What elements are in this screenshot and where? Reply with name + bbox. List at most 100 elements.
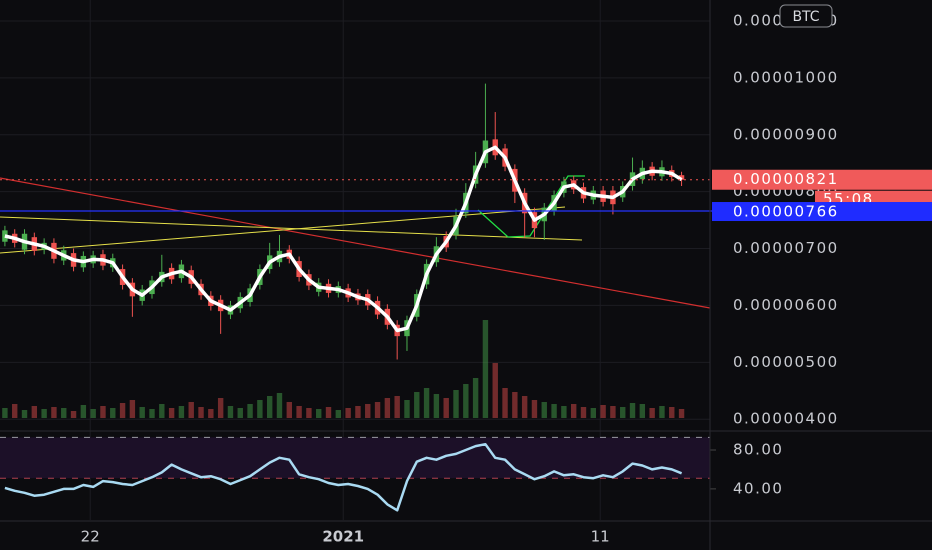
volume-bar: [227, 406, 234, 418]
volume-bar: [414, 392, 420, 418]
last-price-label: 0.00000821: [733, 170, 839, 188]
volume-bar: [70, 411, 77, 418]
volume-bar: [21, 410, 28, 418]
y-tick-label: 0.00000500: [733, 353, 839, 371]
volume-bar: [355, 406, 361, 418]
volume-bar: [168, 408, 175, 418]
volume-bar: [482, 320, 489, 418]
y-tick-label: 0.00001000: [733, 68, 839, 86]
volume-bar: [129, 400, 136, 418]
volume-bar: [472, 378, 479, 418]
volume-bar: [590, 408, 596, 418]
volume-bar: [404, 400, 410, 418]
volume-bar: [521, 396, 528, 418]
volume-bar: [335, 410, 342, 418]
volume-bar: [374, 402, 381, 418]
volume-bar: [659, 406, 665, 418]
alert-box: [712, 202, 932, 222]
volume-bar: [433, 394, 440, 418]
volume-bar: [600, 405, 606, 418]
volume-bar: [41, 409, 47, 418]
candles: [2, 83, 685, 360]
volume-bar: [423, 388, 430, 418]
volume-bar: [629, 403, 636, 418]
volume-bar: [139, 407, 145, 418]
volume-bar: [492, 363, 498, 418]
symbol-label[interactable]: BTC: [792, 9, 819, 25]
volume-bar: [31, 406, 38, 418]
volume-bar: [188, 402, 194, 418]
volume-bar: [159, 404, 165, 418]
symbol-button[interactable]: BTC: [779, 4, 833, 28]
volume-bar: [531, 400, 538, 418]
volume-bar: [247, 404, 253, 418]
volume-bar: [266, 396, 273, 418]
volume-bar: [443, 398, 449, 418]
rsi-pane: 40.00 80.00: [0, 436, 783, 512]
volume-bar: [502, 388, 508, 418]
volume-bar: [463, 384, 469, 418]
volume-bar: [217, 398, 224, 418]
volume-bar: [208, 409, 214, 418]
y-tick-label: 0.00000600: [733, 296, 839, 314]
volume-bar: [119, 403, 126, 418]
volume-bar: [237, 408, 243, 418]
last-price-box: [712, 169, 932, 190]
volume-bar: [276, 393, 283, 418]
rsi-line: [4, 442, 683, 512]
volume-bar: [178, 406, 185, 418]
volume-bar: [620, 407, 626, 418]
volume-bar: [669, 407, 675, 418]
volume-bar: [61, 408, 67, 418]
volume-bar: [286, 402, 292, 418]
rsi-tick-label: 80.00: [733, 440, 783, 458]
candle-body: [678, 175, 685, 180]
volume-bar: [90, 409, 96, 418]
x-tick-label: 2021: [322, 528, 364, 546]
rsi-tick-label: 40.00: [733, 479, 783, 497]
grid: [0, 0, 710, 520]
y-tick-label: 0.00000700: [733, 239, 839, 257]
moving-average: [4, 145, 683, 333]
trend-line: [0, 206, 566, 254]
symbol-box[interactable]: [779, 4, 833, 28]
volume-bar: [649, 408, 655, 418]
volume-bar: [512, 392, 518, 418]
x-tick-label: 11: [591, 528, 610, 546]
volume-bar: [12, 404, 18, 418]
volume-bar: [610, 406, 616, 418]
volume-bar: [51, 407, 57, 418]
y-tick-label: 0.00000400: [733, 410, 839, 428]
volume-bar: [306, 408, 312, 418]
volume-bar: [453, 390, 459, 418]
alert-label: 0.00000766: [733, 203, 839, 221]
volume-bar: [149, 409, 155, 418]
volume-bar: [384, 398, 391, 418]
volume-bar: [325, 407, 332, 418]
volume-bar: [345, 408, 351, 418]
volume-bar: [296, 406, 302, 418]
trend-line: [0, 177, 711, 309]
volume-bar: [198, 407, 204, 418]
y-tick-label: 0.00000900: [733, 125, 839, 143]
volume-bar: [80, 405, 87, 418]
volume-bar: [541, 402, 547, 418]
volume-bar: [257, 400, 263, 418]
trend-line: [0, 216, 583, 241]
volume-bar: [561, 406, 567, 418]
volume-bar: [100, 406, 106, 418]
volume-bar: [570, 404, 577, 418]
volume-bar: [365, 404, 371, 418]
volume-bar: [2, 408, 8, 418]
volume-bar: [394, 396, 400, 418]
volume-bar: [110, 408, 116, 418]
volume-bar: [678, 409, 685, 418]
volume-bar: [639, 404, 646, 418]
volume-bar: [316, 409, 322, 418]
volume-pane: [2, 320, 685, 418]
volume-bar: [551, 404, 557, 418]
volume-bar: [580, 407, 587, 418]
